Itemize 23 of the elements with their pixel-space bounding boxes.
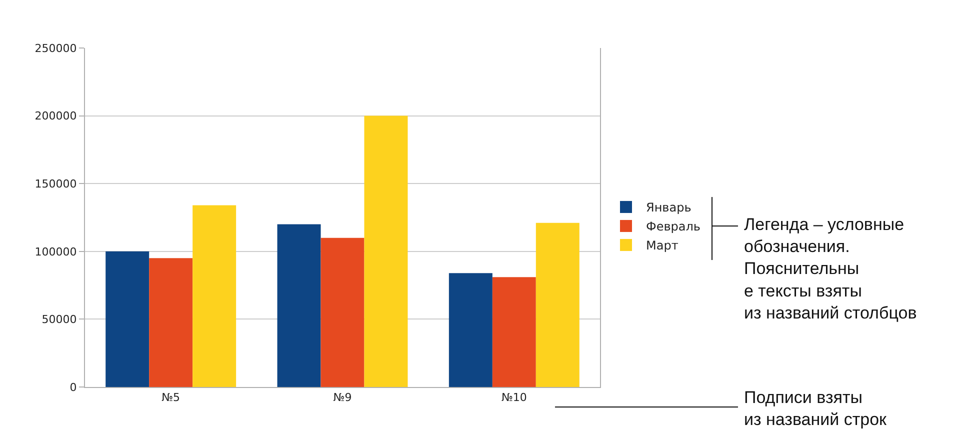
bar — [106, 251, 150, 387]
y-tick-label: 100000 — [34, 245, 77, 258]
y-tick-label: 200000 — [34, 110, 77, 123]
y-tick-label: 50000 — [42, 313, 77, 326]
bar — [448, 273, 492, 387]
y-tick-label: 150000 — [34, 177, 77, 190]
bar — [320, 238, 364, 387]
bar — [364, 116, 408, 387]
text: Подписи взяты из названий строк — [744, 388, 888, 430]
legend-label: Январь — [646, 200, 692, 215]
x-tick-label: №10 — [501, 391, 527, 404]
x-tick-label: №9 — [333, 391, 352, 404]
x-tick-label: №5 — [162, 391, 180, 404]
text: Легенда – условные обозначения. Пояснительны е тексты взяты из названий столбцов — [744, 215, 917, 322]
bar — [192, 205, 236, 387]
bar — [536, 222, 580, 387]
bar — [492, 277, 536, 387]
y-tick-label: 250000 — [34, 42, 77, 55]
y-tick-label: 0 — [70, 380, 77, 394]
bar — [277, 224, 321, 387]
bar — [149, 258, 193, 387]
legend-label: Март — [646, 238, 678, 253]
legend-label: Февраль — [646, 220, 700, 234]
